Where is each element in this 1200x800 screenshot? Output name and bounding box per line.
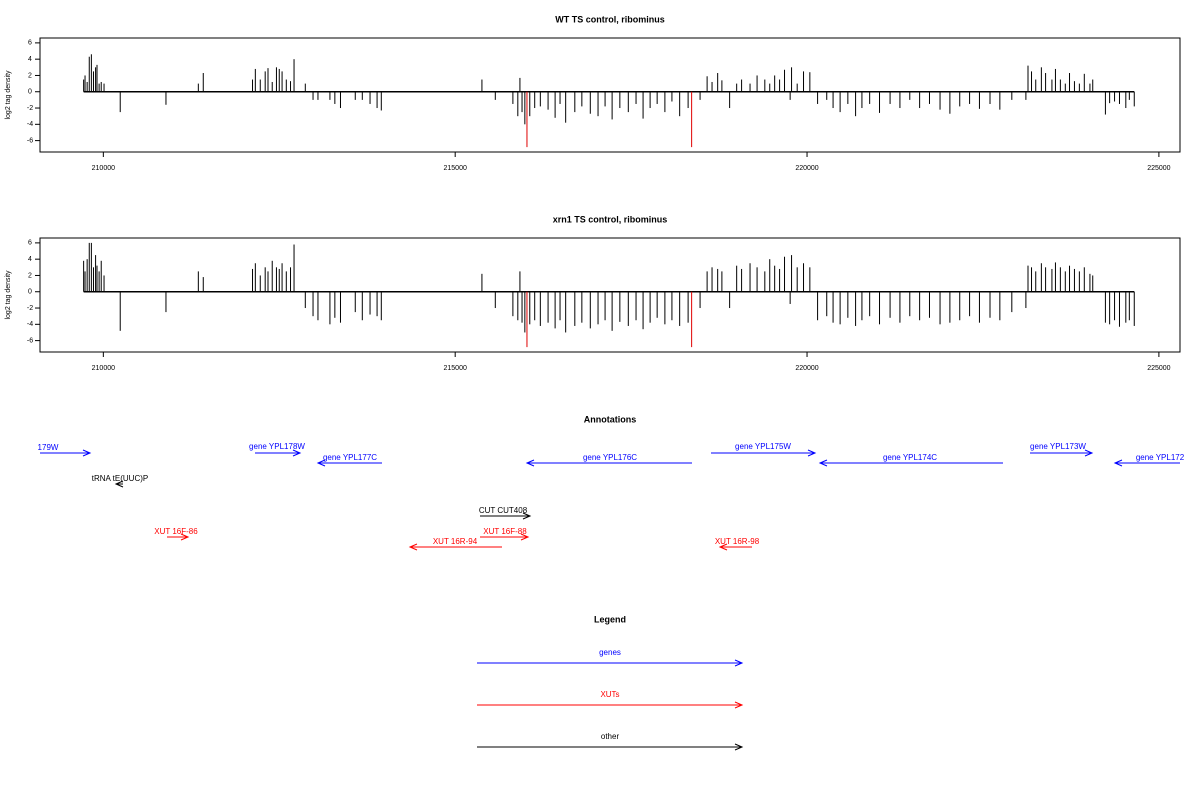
y-tick-label: -6 [27,337,33,344]
y-tick-label: -2 [27,305,33,312]
feature-arrow-head [525,459,535,467]
feature-label: XUT 16F-88 [483,527,527,536]
y-tick-label: 6 [28,40,32,47]
feature-arrow-head [114,480,124,488]
feature-arrow-head [292,449,302,457]
legend-arrow-head [734,701,744,709]
y-tick-label: 4 [28,56,32,63]
feature-arrow-head [82,449,92,457]
feature-label: gene YPL178W [249,442,305,451]
x-tick-label: 215000 [444,165,467,172]
y-tick-label: -4 [27,321,33,328]
feature-arrow-head [180,533,190,541]
y-tick-label: 2 [28,272,32,279]
legend-title: Legend [594,614,626,624]
legend-arrow-head [734,659,744,667]
y-tick-label: 6 [28,240,32,247]
y-tick-label: -6 [27,137,33,144]
x-tick-label: 220000 [795,165,818,172]
feature-label: gene YPL174C [883,453,937,462]
y-tick-label: -4 [27,121,33,128]
legend-label: other [601,732,620,741]
feature-arrow-head [316,459,326,467]
feature-label: gene YPL175W [735,442,791,451]
feature-arrow-head [807,449,817,457]
x-tick-label: 225000 [1147,165,1170,172]
chart-title: xrn1 TS control, ribominus [553,214,668,224]
y-tick-label: 4 [28,256,32,263]
plot-frame [39,37,1181,153]
feature-arrow-head [520,533,530,541]
feature-label: 179W [38,443,59,452]
x-tick-label: 210000 [92,165,115,172]
feature-label: gene YPL173W [1030,442,1086,451]
feature-arrow-head [1113,459,1123,467]
feature-arrow-head [818,459,828,467]
feature-arrow-head [522,512,532,520]
feature-label: XUT 16R-98 [715,537,760,546]
y-tick-label: 0 [28,289,32,296]
legend-arrow-head [734,743,744,751]
legend-label: genes [599,648,621,657]
feature-label: gene YPL177C [323,453,377,462]
y-tick-label: 0 [28,89,32,96]
legend-label: XUTs [600,690,619,699]
x-tick-label: 215000 [444,365,467,372]
chart-title: WT TS control, ribominus [555,14,665,24]
x-tick-label: 225000 [1147,365,1170,372]
feature-label: tRNA tE(UUC)P [92,474,148,483]
y-tick-label: -2 [27,105,33,112]
feature-label: gene YPL176C [583,453,637,462]
feature-label: XUT 16F-86 [154,527,198,536]
y-axis-label: log2 tag density [5,70,12,120]
y-tick-label: 2 [28,72,32,79]
plot-frame [39,237,1181,353]
feature-arrow-head [408,543,418,551]
feature-arrow-head [718,543,728,551]
x-tick-label: 210000 [92,365,115,372]
annotations-title: Annotations [584,414,637,424]
feature-label: gene YPL172 [1136,453,1185,462]
y-axis-label: log2 tag density [5,270,12,320]
feature-arrow-head [1084,449,1094,457]
feature-label: CUT CUT408 [479,506,528,515]
x-tick-label: 220000 [795,365,818,372]
feature-label: XUT 16R-94 [433,537,478,546]
